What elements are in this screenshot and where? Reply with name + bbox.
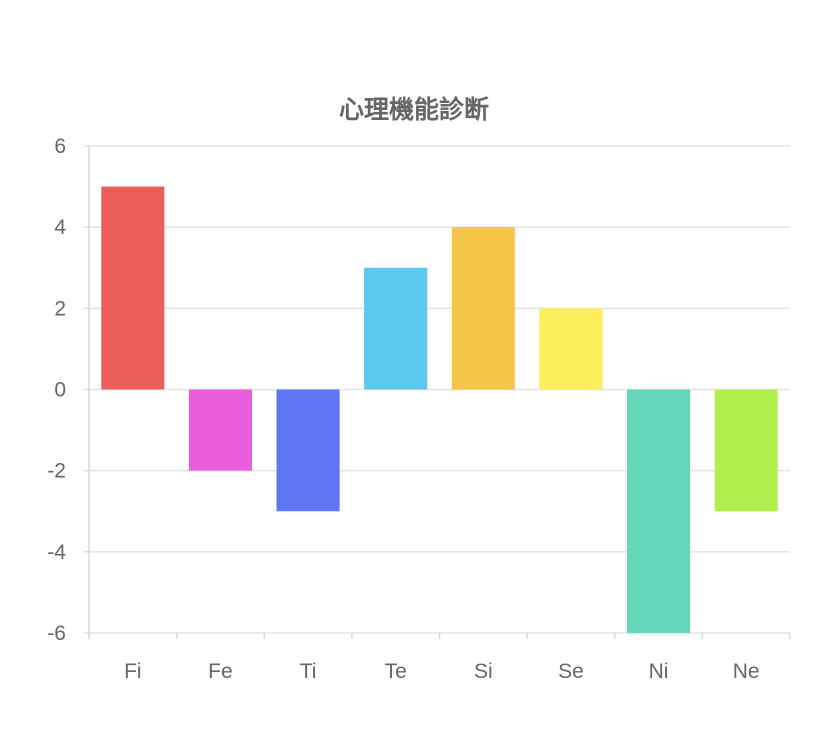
y-tick-label: -4 (47, 541, 66, 564)
y-tick-label: 6 (54, 135, 66, 158)
bar-ne[interactable] (714, 389, 778, 512)
bar-ti[interactable] (276, 389, 340, 512)
bar-fi[interactable] (101, 186, 165, 390)
y-tick-label: -6 (47, 622, 66, 645)
x-tick-label: Ni (649, 660, 669, 683)
bar-ni[interactable] (627, 389, 691, 634)
y-tick-label: -2 (47, 460, 66, 483)
bar-se[interactable] (539, 308, 603, 390)
x-tick-label: Si (474, 660, 493, 683)
bar-si[interactable] (451, 227, 515, 390)
y-tick-label: 0 (54, 379, 66, 402)
x-tick-label: Fi (124, 660, 142, 683)
chart-title: 心理機能診断 (339, 95, 489, 124)
x-tick-label: Se (558, 660, 584, 683)
y-tick-label: 2 (54, 297, 66, 320)
bar-fe[interactable] (188, 389, 252, 471)
x-tick-label: Ne (733, 660, 760, 683)
x-tick-label: Ti (300, 660, 317, 683)
x-axis-ticks: Fi Fe Ti Te Si Se Ni Ne (124, 660, 760, 683)
y-tick-label: 4 (54, 216, 66, 239)
x-tick-label: Fe (208, 660, 233, 683)
x-tick-label: Te (385, 660, 407, 683)
bars (101, 186, 778, 634)
bar-te[interactable] (364, 267, 428, 390)
y-axis-ticks: 6 4 2 0 -2 -4 -6 (47, 135, 66, 645)
